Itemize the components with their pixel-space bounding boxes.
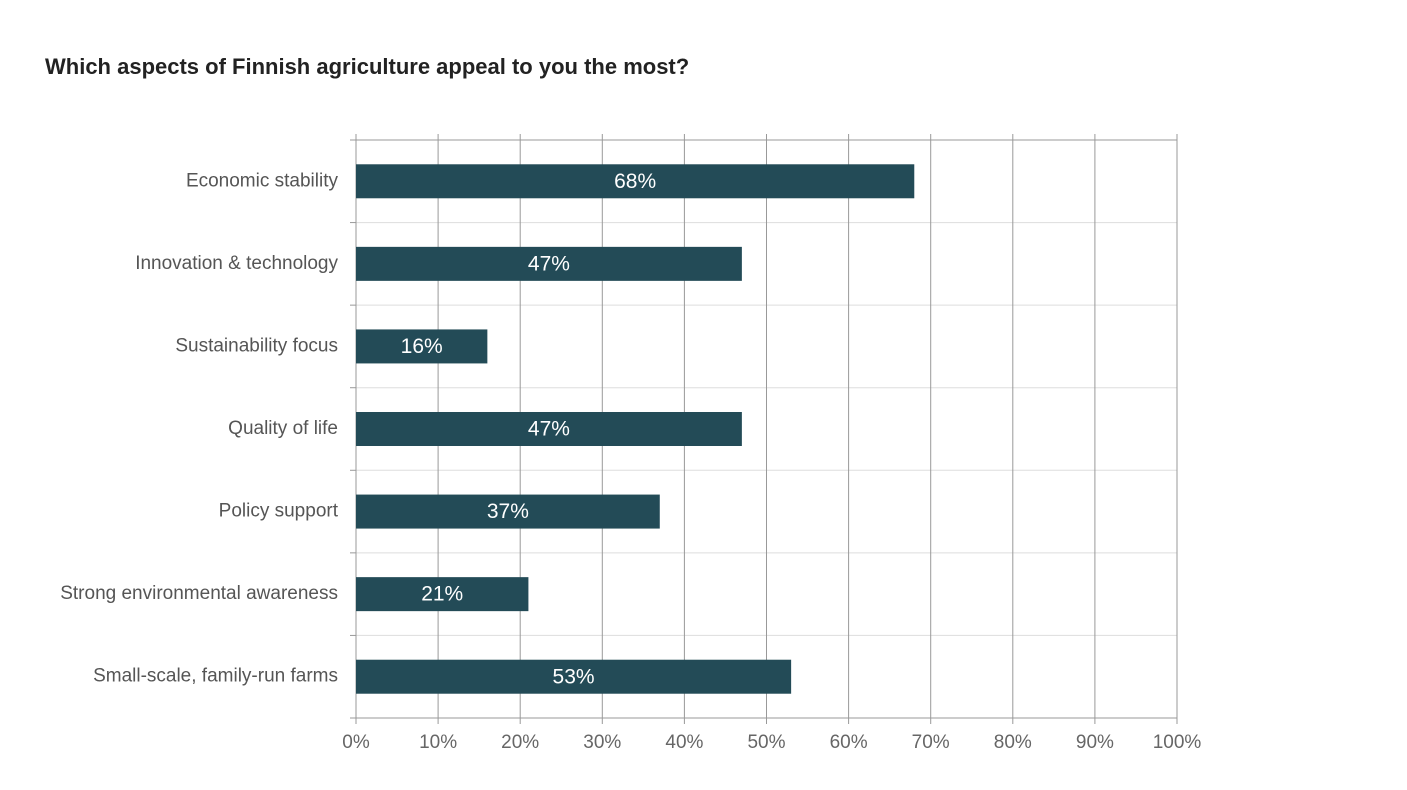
x-tick-label: 20% — [501, 732, 539, 753]
x-tick-label: 40% — [665, 732, 703, 753]
y-tick-label: Policy support — [219, 501, 339, 522]
value-label: 53% — [553, 665, 595, 688]
bar — [356, 246, 742, 281]
value-label: 16% — [401, 335, 443, 358]
x-tick-label: 60% — [830, 732, 868, 753]
x-tick-label: 70% — [912, 732, 950, 753]
value-label: 47% — [528, 418, 570, 441]
y-tick-label: Quality of life — [228, 418, 338, 439]
x-tick-label: 50% — [747, 732, 785, 753]
x-tick-label: 80% — [994, 732, 1032, 753]
y-tick-label: Sustainability focus — [175, 335, 338, 356]
y-tick-label: Small-scale, family-run farms — [93, 666, 338, 687]
value-label: 21% — [421, 583, 463, 606]
x-tick-label: 0% — [342, 732, 370, 753]
x-tick-label: 30% — [583, 732, 621, 753]
y-tick-label: Strong environmental awareness — [60, 583, 338, 604]
bar — [356, 659, 792, 694]
value-label: 37% — [487, 500, 529, 523]
x-tick-label: 100% — [1153, 732, 1202, 753]
bar — [356, 164, 915, 199]
value-label: 68% — [614, 170, 656, 193]
bar — [356, 412, 742, 446]
x-tick-label: 10% — [419, 732, 457, 753]
bar — [356, 329, 488, 364]
bar — [356, 577, 529, 612]
y-tick-label: Innovation & technology — [135, 253, 338, 274]
chart-title: Which aspects of Finnish agriculture app… — [45, 54, 689, 79]
bar — [356, 494, 660, 529]
x-tick-label: 90% — [1076, 732, 1114, 753]
value-label: 47% — [528, 252, 570, 275]
y-tick-label: Economic stability — [186, 170, 339, 191]
